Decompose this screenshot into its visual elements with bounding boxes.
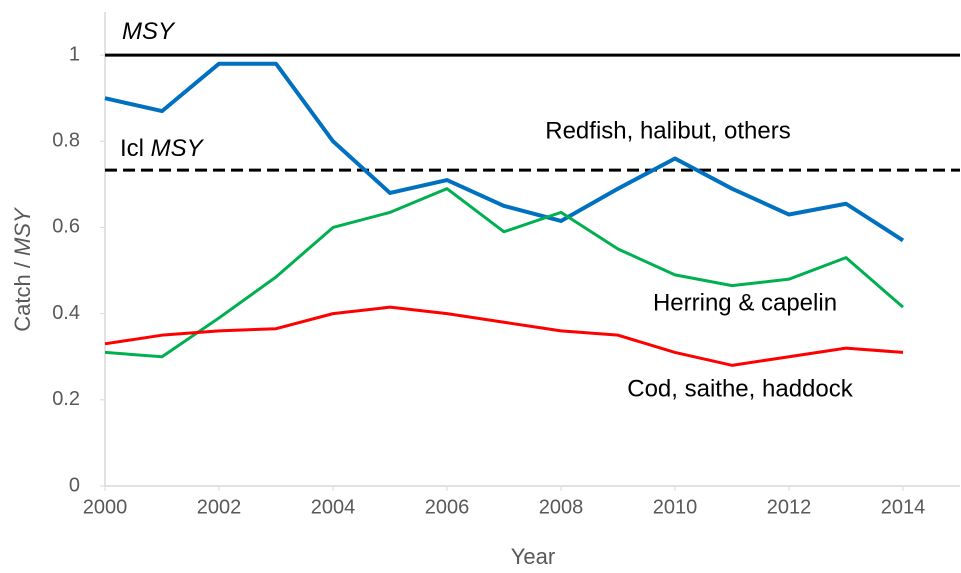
reference-label-part: MSY — [151, 135, 205, 162]
y-tick-label: 1 — [69, 43, 80, 65]
y-axis-label: Catch / MSY — [10, 207, 35, 332]
series-label: Herring & capelin — [653, 289, 837, 316]
x-tick-label: 2004 — [311, 496, 356, 518]
series-line — [104, 187, 904, 359]
reference-label-part: Icl — [120, 135, 144, 162]
y-axis-label-part: MSY — [10, 207, 35, 256]
x-tick-label: 2012 — [767, 496, 812, 518]
series-label: Redfish, halibut, others — [545, 117, 790, 144]
series-line — [104, 61, 905, 243]
y-tick-label: 0.6 — [52, 216, 80, 238]
x-tick-label: 2008 — [539, 496, 584, 518]
x-tick-label: 2002 — [197, 496, 242, 518]
x-axis-label: Year — [511, 544, 555, 569]
y-tick-label: 0 — [69, 474, 80, 496]
x-tick-label: 2000 — [83, 496, 128, 518]
reference-label: Icl MSY — [120, 135, 205, 162]
series-label: Cod, saithe, haddock — [627, 375, 853, 402]
reference-label-part: MSY — [122, 18, 176, 45]
x-tick-label: 2014 — [881, 496, 926, 518]
series-line — [104, 305, 904, 367]
reference-label: MSY — [122, 18, 176, 45]
x-tick-label: 2010 — [653, 496, 698, 518]
x-tick-label: 2006 — [425, 496, 470, 518]
y-axis-label-part: Catch / — [10, 261, 35, 332]
y-tick-label: 0.8 — [52, 130, 80, 152]
y-tick-label: 0.2 — [52, 388, 80, 410]
y-tick-label: 0.4 — [52, 302, 80, 324]
